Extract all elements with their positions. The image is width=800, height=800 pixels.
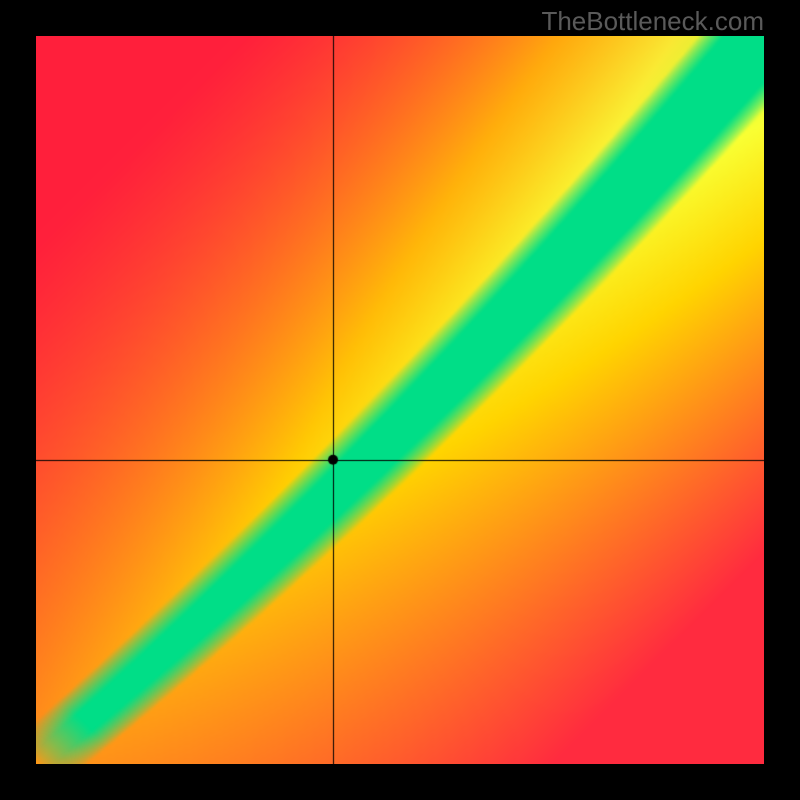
chart-container: TheBottleneck.com <box>0 0 800 800</box>
watermark-text: TheBottleneck.com <box>541 6 764 37</box>
bottleneck-heatmap <box>36 36 764 764</box>
